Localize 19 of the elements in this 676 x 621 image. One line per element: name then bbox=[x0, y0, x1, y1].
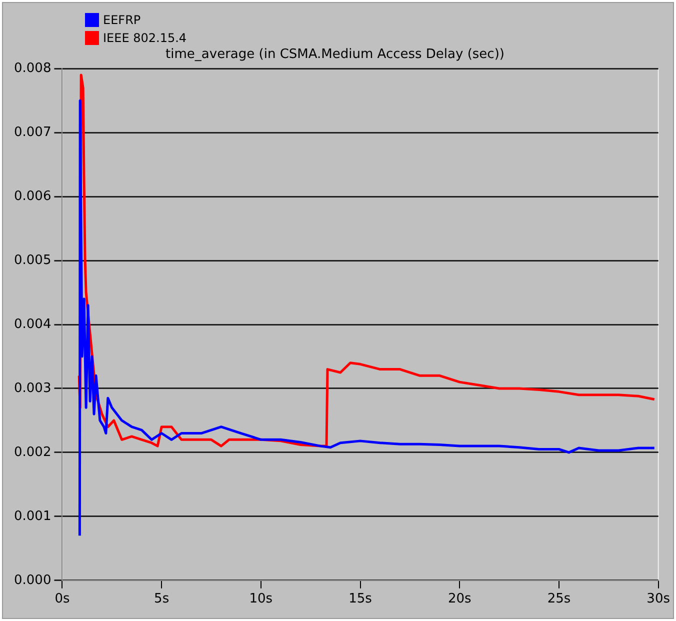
x-tick-label: 20s bbox=[448, 592, 472, 607]
chart-title: time_average (in CSMA.Medium Access Delay (sec)) bbox=[166, 47, 504, 62]
x-tick-label: 5s bbox=[154, 592, 170, 607]
y-tick-label: 0.004 bbox=[14, 316, 52, 332]
x-tick-label: 15s bbox=[348, 592, 372, 607]
y-tick-label: 0.008 bbox=[14, 60, 52, 76]
y-tick-label: 0.002 bbox=[14, 444, 52, 460]
legend-label: EEFRP bbox=[103, 13, 141, 27]
x-tick-label: 0s bbox=[54, 592, 70, 607]
y-tick-label: 0.003 bbox=[14, 380, 52, 396]
y-tick-label: 0.005 bbox=[14, 252, 52, 268]
x-tick-label: 25s bbox=[547, 592, 571, 607]
y-tick-label: 0.007 bbox=[14, 124, 52, 140]
y-tick-label: 0.006 bbox=[14, 188, 52, 204]
x-tick-label: 10s bbox=[249, 592, 273, 607]
legend-label: IEEE 802.15.4 bbox=[103, 31, 187, 45]
y-tick-label: 0.000 bbox=[14, 572, 52, 588]
x-tick-label: 30s bbox=[646, 592, 670, 607]
y-tick-label: 0.001 bbox=[14, 508, 52, 524]
